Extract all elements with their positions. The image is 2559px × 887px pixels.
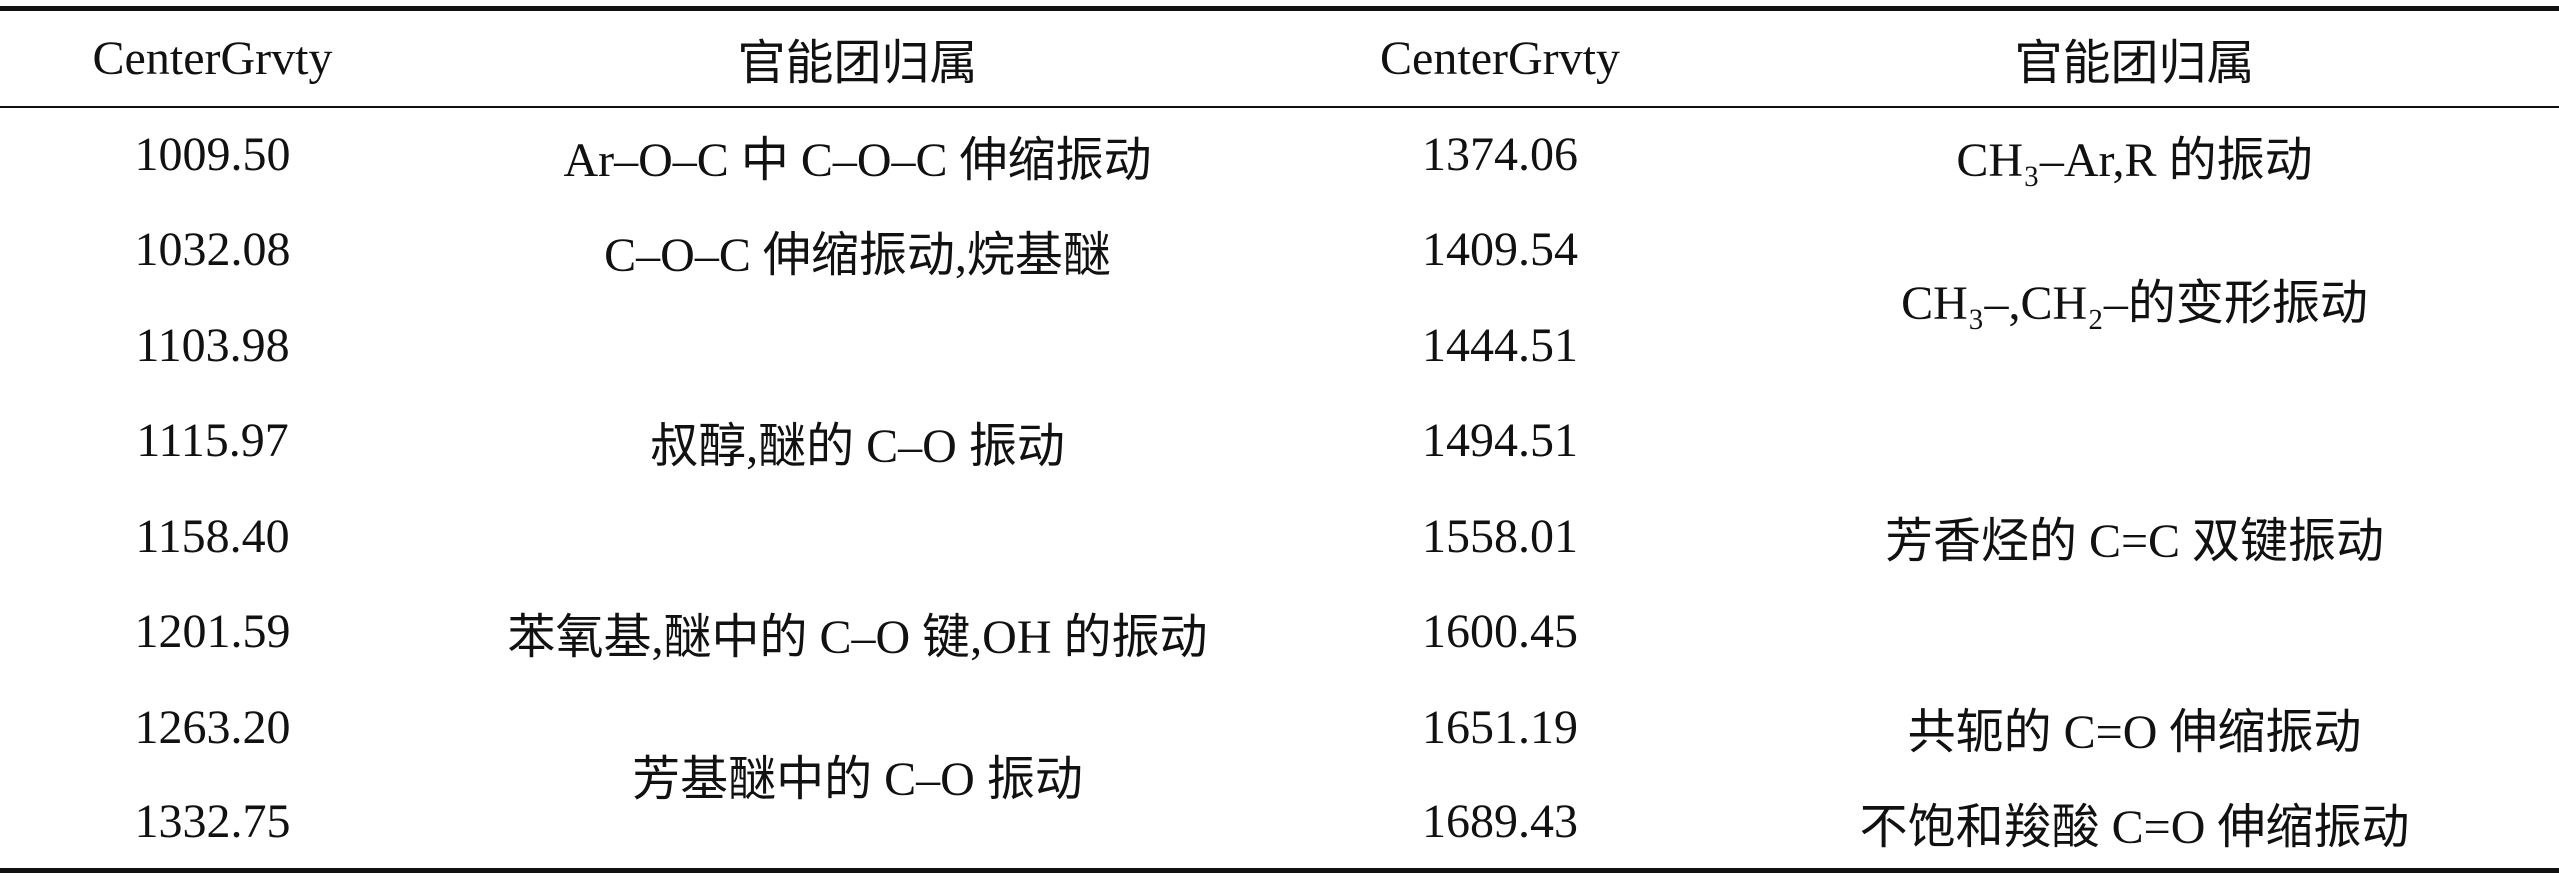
row: 1115.97 1494.51 芳香烃的 C=C 双键振动 [0,393,2559,568]
cell: 1103.98 [135,318,290,372]
cell: Ar–O–C 中 C–O–C 伸缩振动 [563,133,1152,187]
row: 1332.75 1689.43 不饱和羧酸 C=O 伸缩振动 [0,775,2559,871]
header-cell: CenterGrvty [0,8,425,108]
cell: 1558.01 [1422,509,1578,563]
header-row: CenterGrvty 官能团归属 CenterGrvty 官能团归属 [0,8,2559,108]
cell: 1158.40 [135,509,290,563]
cell: 苯氧基,醚中的 C–O 键,OH 的振动 [507,610,1208,664]
header-cell: 官能团归属 [1710,8,2559,108]
table-body: 1009.50 Ar–O–C 中 C–O–C 伸缩振动 1374.06 CH₃–… [0,107,2559,871]
cell: 1689.43 [1422,795,1578,848]
cell: 1332.75 [134,795,291,848]
table-head: CenterGrvty 官能团归属 CenterGrvty 官能团归属 [0,8,2559,108]
row: 1032.08 C–O–C 伸缩振动,烷基醚 1409.54 CH₃–,CH₂–… [0,202,2559,329]
cell: CH₃–,CH₂–的变形振动 [1901,276,2368,330]
cell: 1201.59 [134,605,291,659]
cell: CH₃–Ar,R 的振动 [1956,133,2313,187]
cell: 1115.97 [136,414,289,468]
cell: 叔醇,醚的 C–O 振动 [650,419,1065,473]
cell: 芳基醚中的 C–O 振动 [632,752,1083,806]
cell: 1032.08 [134,223,291,277]
header-cell: 官能团归属 [425,8,1290,108]
row: 1009.50 Ar–O–C 中 C–O–C 伸缩振动 1374.06 CH₃–… [0,107,2559,203]
row: 1158.40 1558.01 [0,489,2559,585]
cell: 芳香烃的 C=C 双键振动 [1884,515,2385,569]
cell: 1651.19 [1422,700,1578,754]
cell: 1009.50 [134,128,291,182]
cell: 1374.06 [1422,128,1578,182]
data-table: CenterGrvty 官能团归属 CenterGrvty 官能团归属 1009… [0,6,2559,873]
row: 1103.98 叔醇,醚的 C–O 振动 1444.51 [0,298,2559,473]
cell: 1444.51 [1422,318,1578,372]
cell: 共轭的 C=O 伸缩振动 [1907,706,2362,760]
cell: 1600.45 [1422,605,1578,659]
cell: C–O–C 伸缩振动,烷基醚 [604,228,1111,282]
cell: 1494.51 [1422,414,1578,468]
cell: 1409.54 [1422,223,1578,277]
cell: 不饱和羧酸 C=O 伸缩振动 [1859,800,2410,854]
row: 1263.20 芳基醚中的 C–O 振动 1651.19 共轭的 C=O 伸缩振… [0,680,2559,806]
header-cell: CenterGrvty [1290,8,1710,108]
cell: 1263.20 [134,700,291,754]
row: 1201.59 苯氧基,醚中的 C–O 键,OH 的振动 1600.45 [0,584,2559,680]
